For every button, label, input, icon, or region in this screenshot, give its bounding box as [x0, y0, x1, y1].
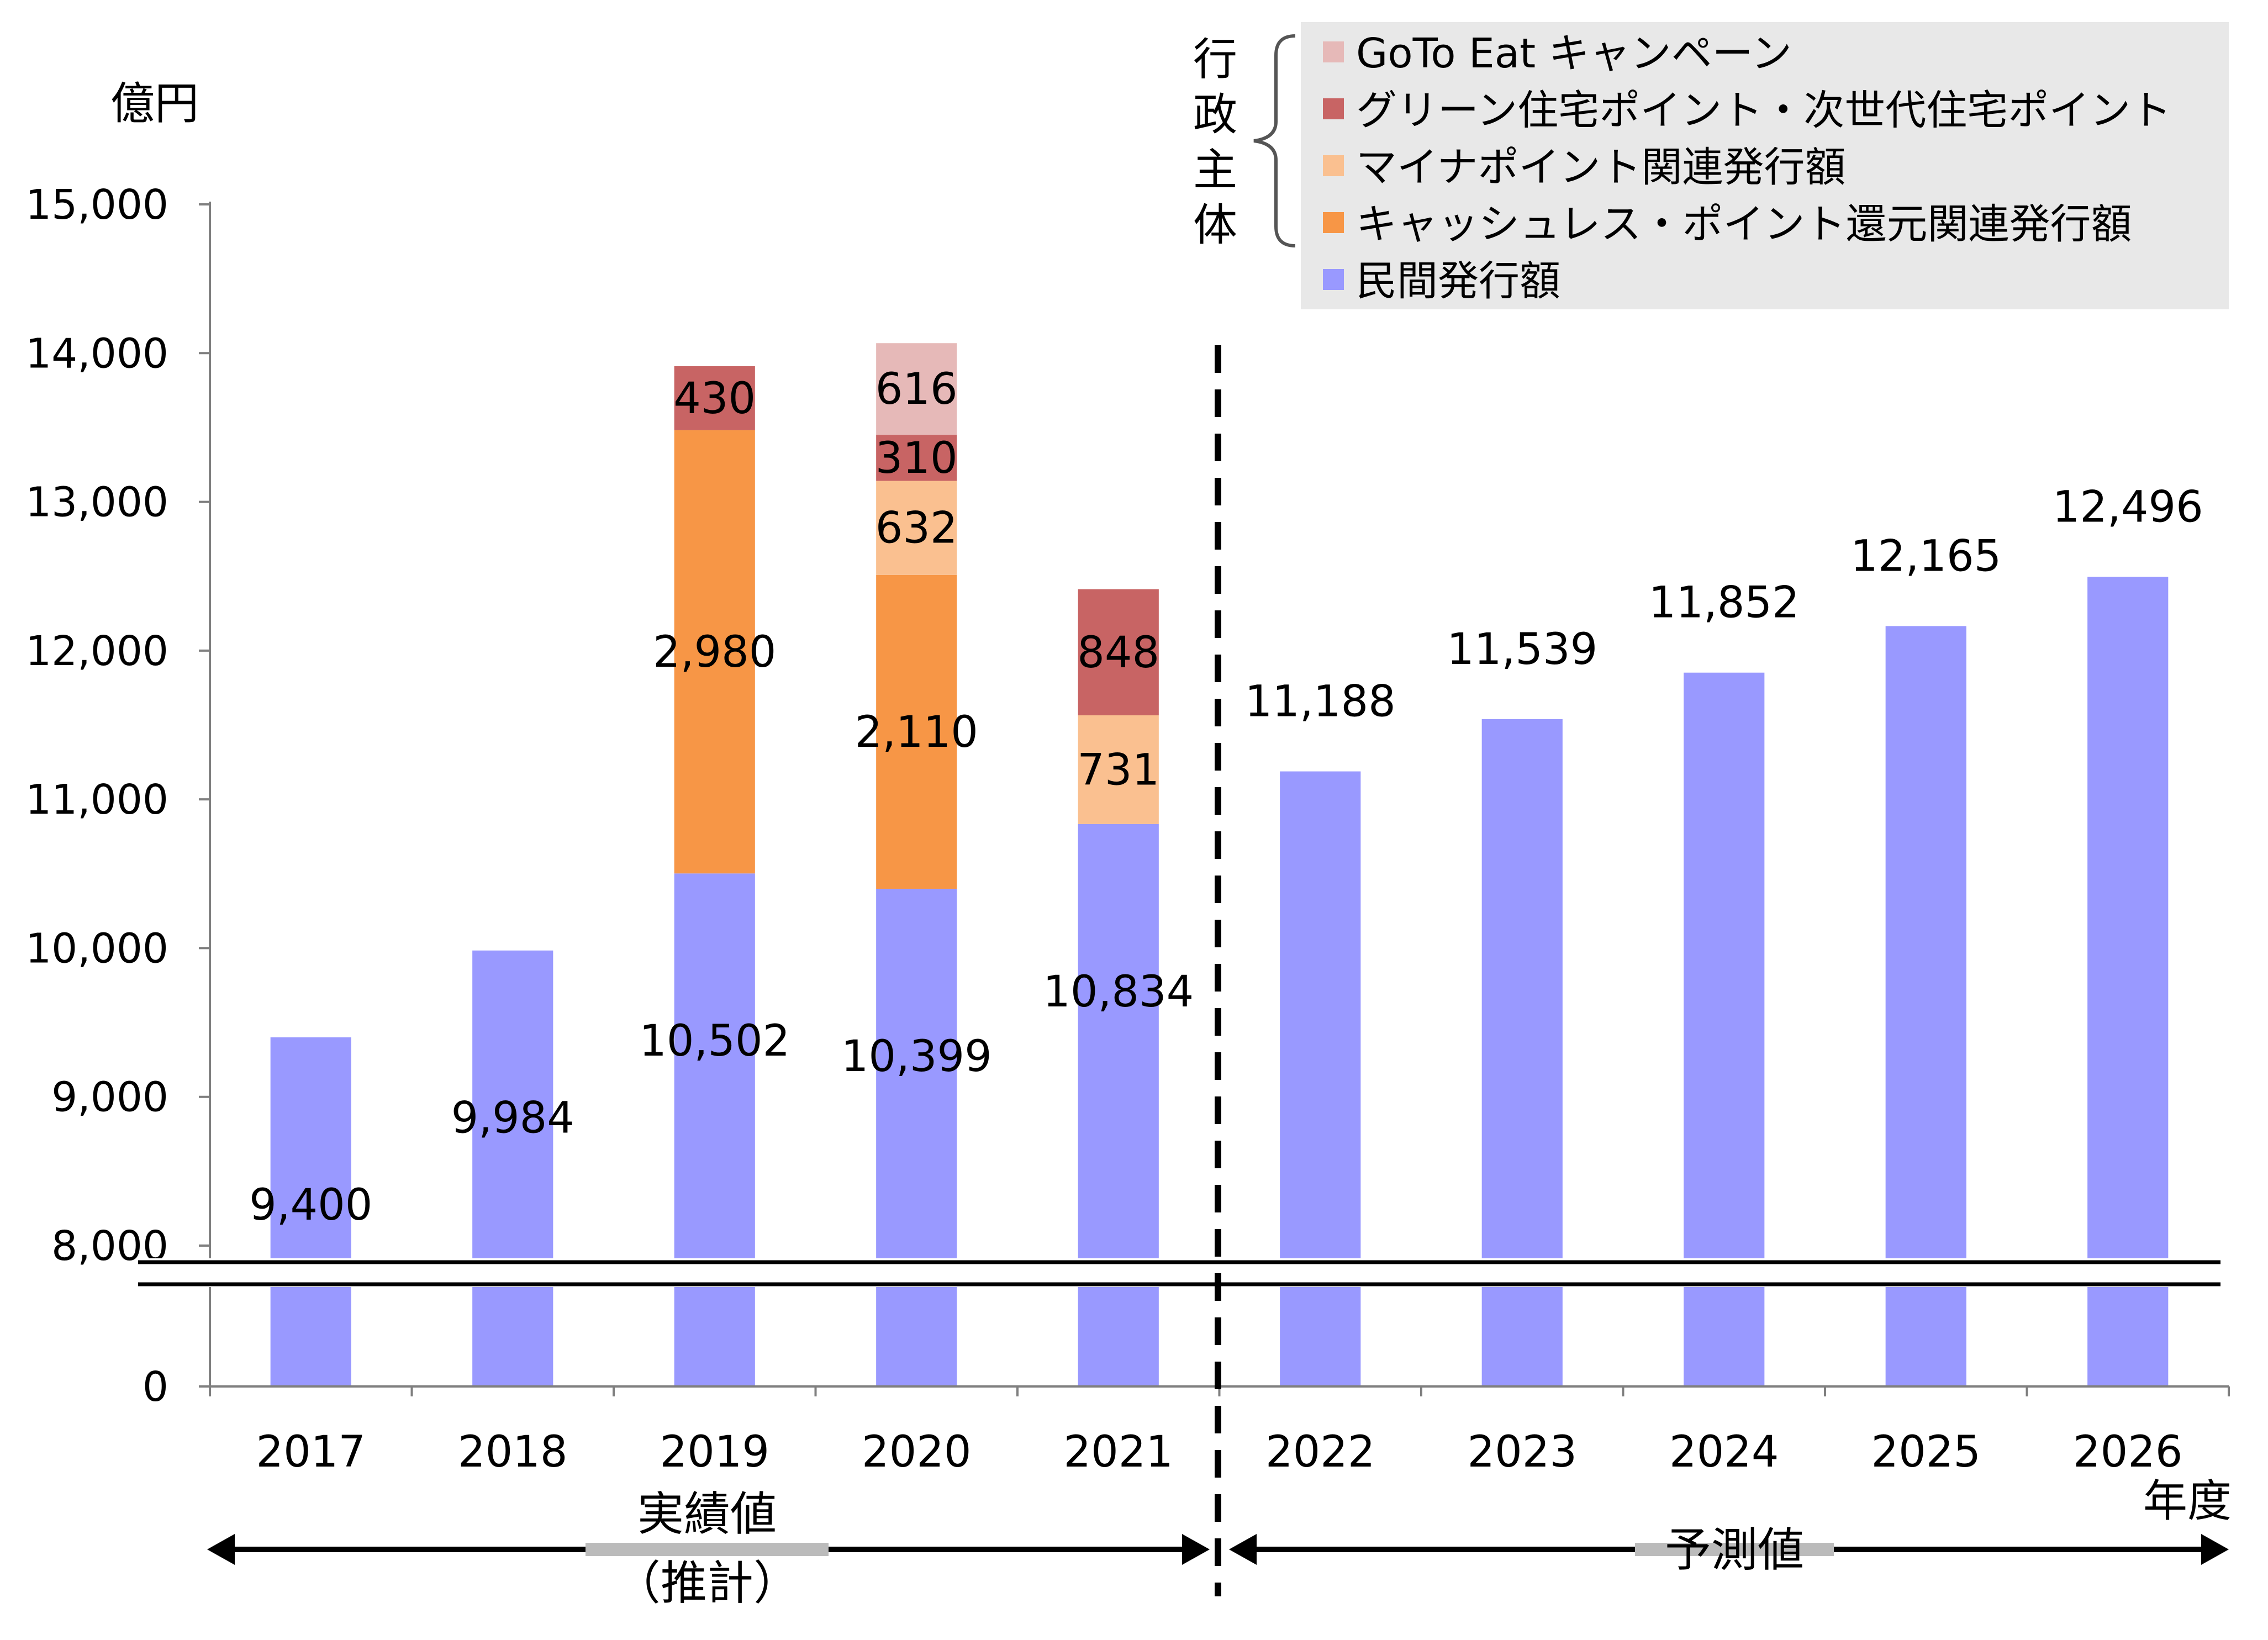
bars [270, 343, 2169, 1386]
legend-swatch [1323, 155, 1344, 176]
bar-segment [674, 430, 755, 874]
bar-segment [674, 366, 755, 430]
legend-swatch [1323, 98, 1344, 119]
y-axis: 08,0009,00010,00011,00012,00013,00014,00… [25, 181, 211, 1411]
bar-segment [472, 950, 553, 1386]
arrowhead-right [1182, 1534, 1210, 1565]
data-label: 310 [875, 434, 958, 483]
legend-entry: マイナポイント関連発行額 [1356, 144, 1846, 191]
data-label: 616 [875, 365, 958, 414]
x-tick-label: 2017 [256, 1427, 366, 1477]
y-tick-label: 13,000 [25, 479, 168, 526]
y-tick-label: 12,000 [25, 627, 168, 675]
x-tick-label: 2022 [1265, 1427, 1375, 1477]
bar-labels: 9,400 9,984 10,502 2,980 430 10,399 2,110 632 31… [249, 365, 2203, 1230]
x-axis: 2017 2018 2019 2020 2021 2022 2023 2024 2025 2026 [209, 1385, 2230, 1477]
data-label: 10,502 [639, 1016, 790, 1066]
period-arrows: 実績値 （推計） 予測値 [207, 1487, 2229, 1610]
legend-group-label-char: 主 [1193, 144, 1237, 196]
legend-group-brace [1253, 34, 1296, 247]
legend-entry: GoTo Eat キャンペーン [1356, 30, 1792, 77]
legend-box [1301, 22, 2229, 309]
x-tick-label: 2019 [660, 1427, 769, 1477]
legend: GoTo Eat キャンペーングリーン住宅ポイント・次世代住宅ポイントマイナポイ… [1193, 22, 2229, 309]
x-tick-label: 2018 [458, 1427, 568, 1477]
x-tick-label: 2020 [862, 1427, 972, 1477]
bar-segment [876, 574, 957, 889]
bar-segment [876, 481, 957, 575]
unit-label: 億円 [110, 78, 199, 129]
arrowhead-left [1229, 1534, 1257, 1565]
data-label: 11,539 [1447, 625, 1597, 674]
forecast-arrow-label-gap [1635, 1543, 1834, 1556]
data-label: 9,984 [451, 1094, 574, 1143]
bar-segment [876, 888, 957, 1386]
data-label: 731 [1077, 745, 1159, 795]
legend-group-label-char: 政 [1193, 89, 1237, 140]
data-label: 11,188 [1245, 677, 1396, 727]
legend-entry: 民間発行額 [1356, 257, 1560, 305]
y-tick-label: 0 [143, 1363, 168, 1411]
y-tick-label: 15,000 [25, 181, 168, 229]
data-label: 9,400 [249, 1180, 372, 1230]
legend-group-label-char: 体 [1193, 199, 1237, 251]
data-label: 11,852 [1649, 578, 1800, 628]
data-label: 12,165 [1850, 531, 2001, 581]
y-tick-label: 9,000 [51, 1074, 168, 1121]
axis-break-lines [138, 1258, 2220, 1287]
x-tick-label: 2025 [1871, 1427, 1981, 1477]
bar-segment [1078, 824, 1159, 1386]
bar-segment [1078, 715, 1159, 824]
data-label: 430 [673, 374, 756, 424]
x-tick-label: 2026 [2073, 1427, 2183, 1477]
arrowhead-left [207, 1534, 235, 1565]
bar-segment [1280, 771, 1361, 1386]
legend-group-label-char: 行 [1193, 34, 1237, 85]
legend-entry: グリーン住宅ポイント・次世代住宅ポイント [1356, 87, 2171, 134]
actual-period-label: 実績値 [637, 1487, 777, 1541]
data-label: 848 [1077, 628, 1159, 678]
data-label: 2,980 [653, 627, 776, 677]
legend-swatch [1323, 41, 1344, 62]
y-tick-label: 10,000 [25, 925, 168, 972]
x-axis-title: 年度 [2143, 1475, 2232, 1527]
data-label: 10,834 [1043, 967, 1194, 1017]
data-label: 2,110 [855, 708, 978, 757]
bar-segment [270, 1037, 351, 1386]
forecast-period-label: 予測値 [1665, 1523, 1804, 1577]
x-tick-label: 2023 [1467, 1427, 1577, 1477]
data-label: 632 [875, 504, 958, 553]
bar-segment [2087, 577, 2169, 1386]
legend-swatch [1323, 212, 1344, 233]
data-label: 12,496 [2053, 482, 2203, 532]
bar-segment [876, 343, 957, 435]
bar-segment [674, 873, 755, 1386]
data-label: 10,399 [841, 1032, 992, 1082]
x-tick-label: 2021 [1063, 1427, 1173, 1477]
y-tick-label: 14,000 [25, 330, 168, 377]
bar-segment [1078, 589, 1159, 715]
actual-period-sublabel: （推計） [614, 1556, 800, 1610]
arrowhead-right [2201, 1534, 2229, 1565]
actual-arrow-label-gap [586, 1543, 829, 1556]
legend-swatch [1323, 269, 1344, 290]
legend-entry: キャッシュレス・ポイント還元関連発行額 [1356, 201, 2132, 248]
y-tick-label: 11,000 [25, 776, 168, 824]
bar-segment [876, 435, 957, 481]
x-tick-label: 2024 [1669, 1427, 1779, 1477]
